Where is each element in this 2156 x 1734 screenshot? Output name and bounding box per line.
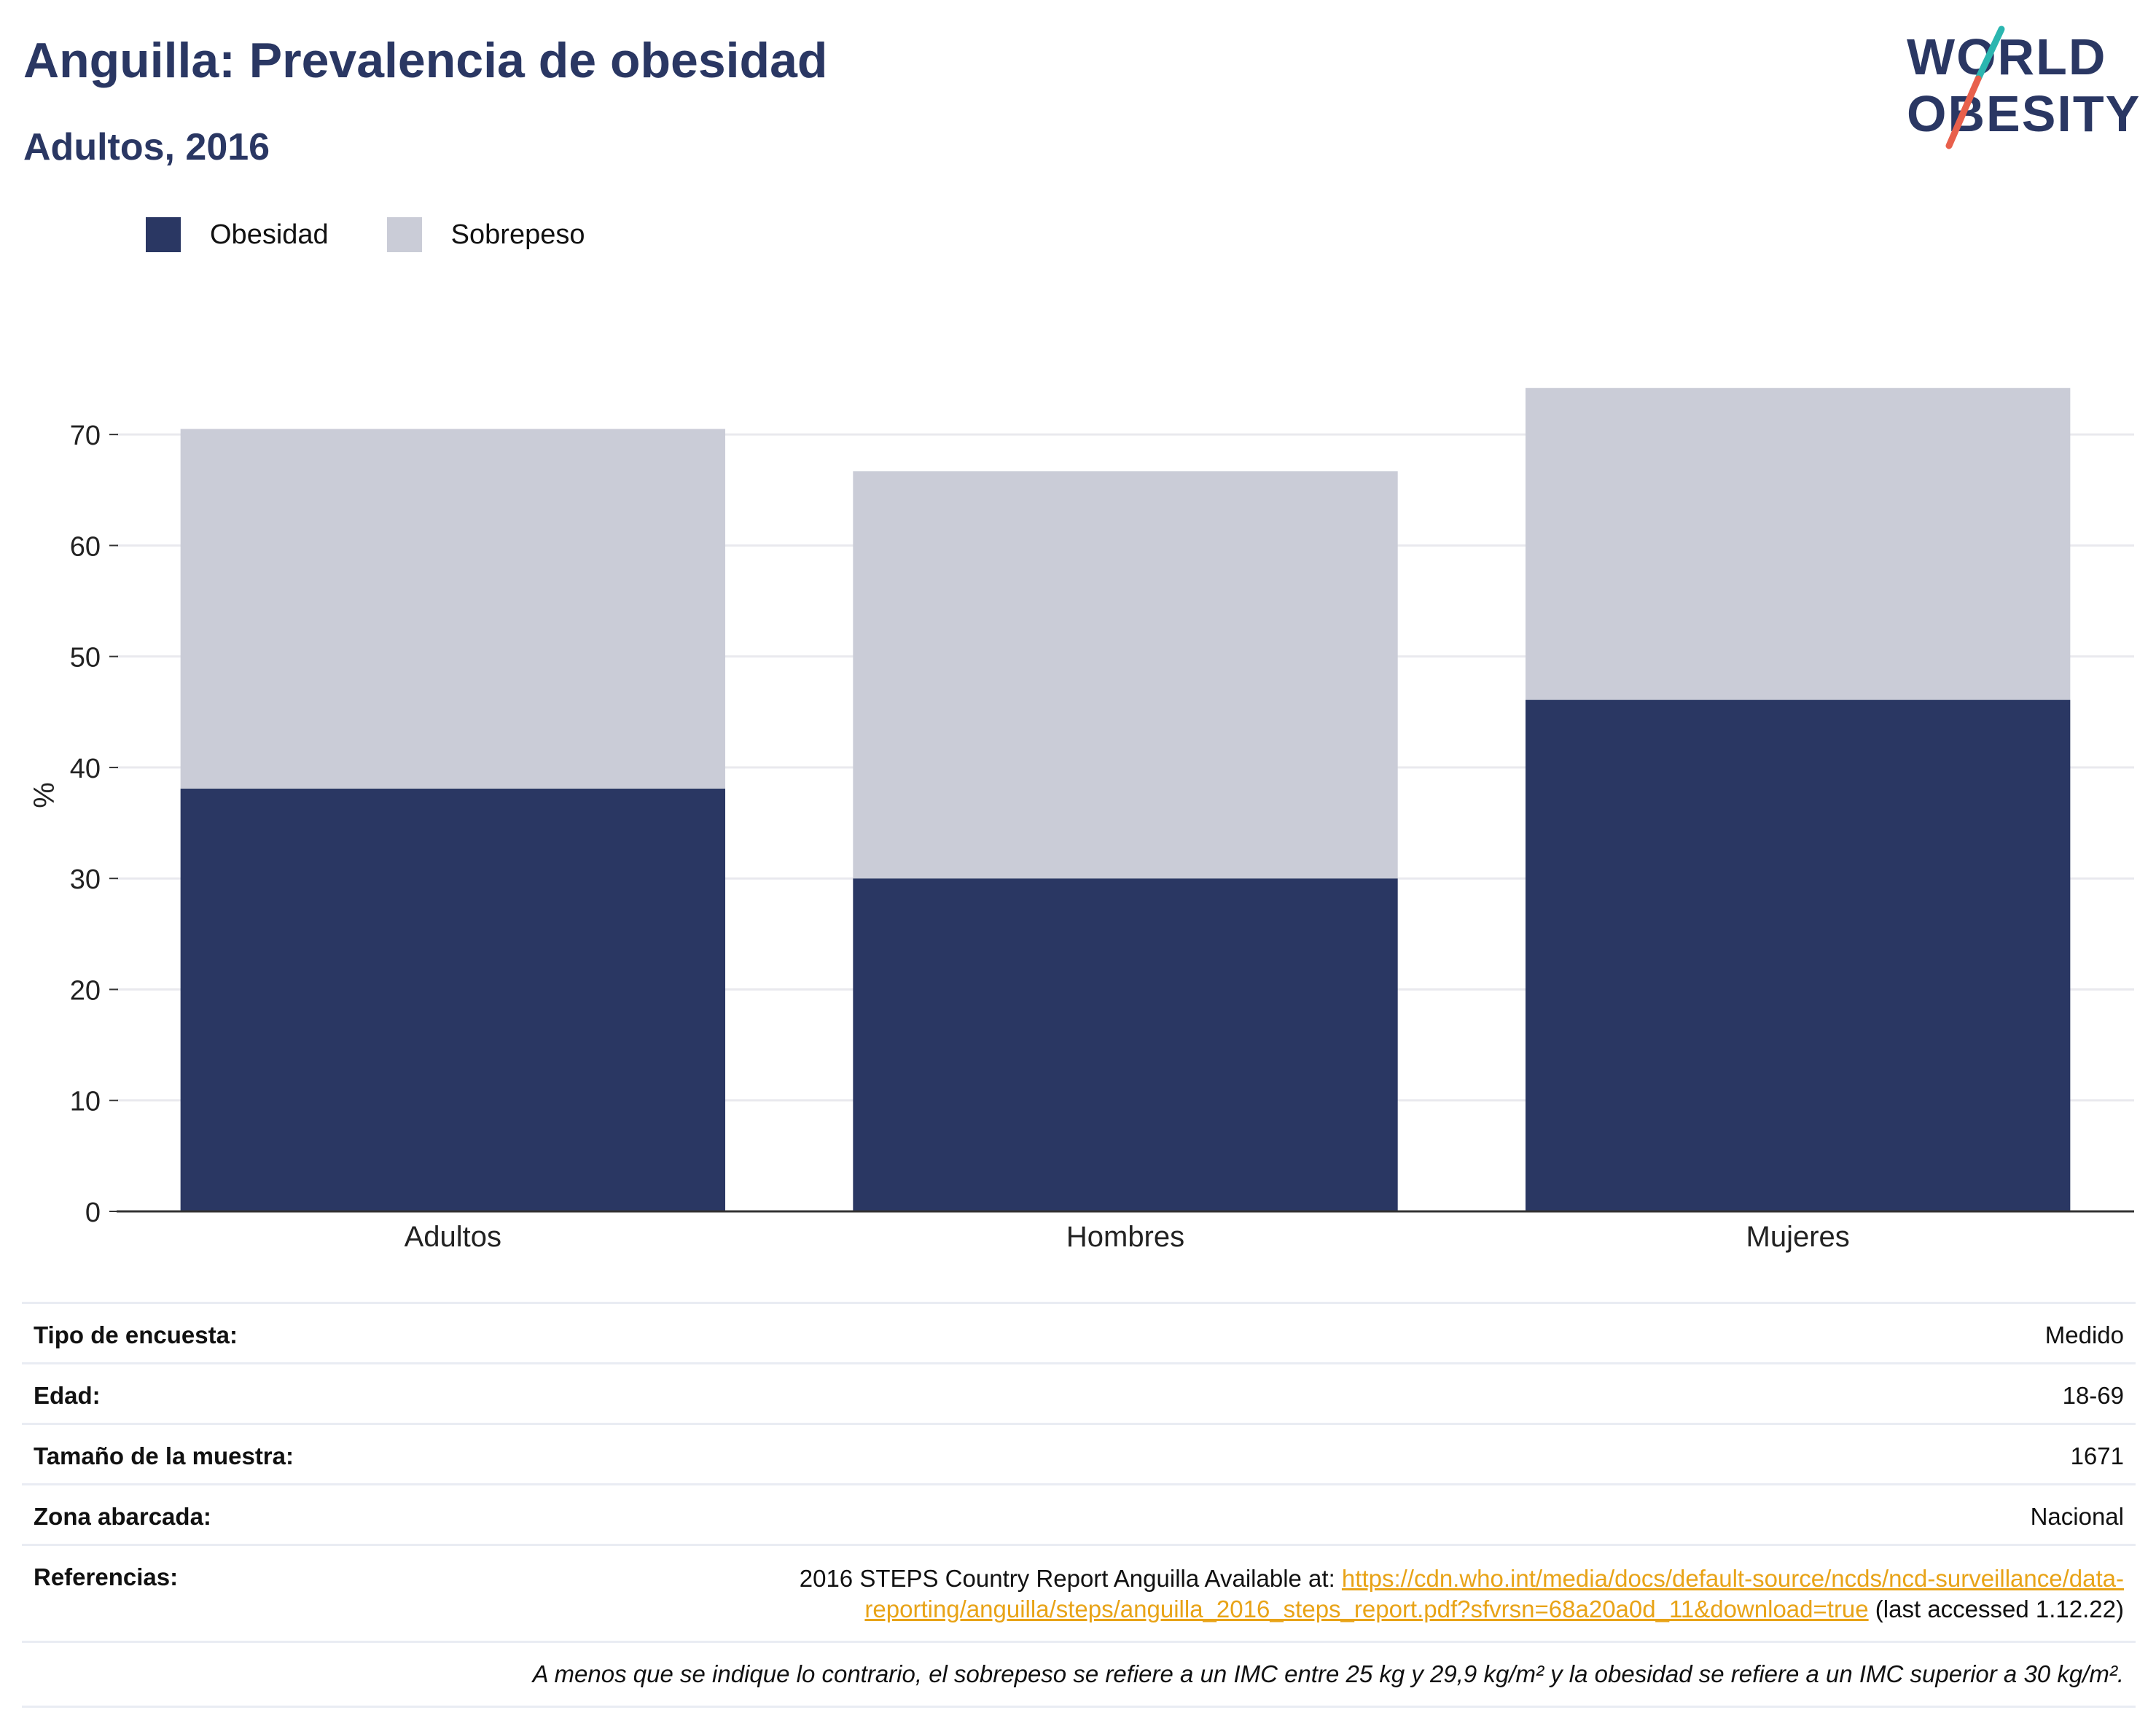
chart-legend: Obesidad Sobrepeso [146, 217, 643, 252]
legend-swatch-obesidad [146, 217, 181, 252]
y-tick-label: 0 [85, 1198, 101, 1228]
y-tick-label: 70 [70, 421, 101, 451]
y-tick-label: 10 [70, 1087, 101, 1117]
x-tick-label: Mujeres [1746, 1221, 1850, 1253]
info-row-area: Zona abarcada: Nacional [22, 1483, 2136, 1544]
y-tick-label: 30 [70, 864, 101, 895]
legend-item-sobrepeso: Sobrepeso [386, 217, 585, 252]
logo-line1: WORLD [1907, 28, 2106, 85]
y-tick-label: 50 [70, 643, 101, 673]
y-axis-label: % [28, 782, 60, 808]
references-label: Referencias: [34, 1563, 179, 1590]
bar-sobrepeso-hombres [853, 471, 1398, 879]
chart-title: Anguilla: Prevalencia de obesidad [23, 33, 828, 88]
sample-size-label: Tamaño de la muestra: [34, 1442, 294, 1469]
bar-obesidad-hombres [853, 878, 1398, 1211]
x-tick-label: Adultos [405, 1221, 501, 1253]
area-value: Nacional [2030, 1503, 2124, 1530]
info-row-sample-size: Tamaño de la muestra: 1671 [22, 1423, 2136, 1483]
age-label: Edad: [34, 1382, 101, 1409]
bar-sobrepeso-mujeres [1525, 388, 2071, 700]
info-row-references: Referencias: 2016 STEPS Country Report A… [22, 1544, 2136, 1641]
x-tick-label: Hombres [1066, 1221, 1184, 1253]
references-value: 2016 STEPS Country Report Anguilla Avail… [800, 1563, 2124, 1625]
info-row-survey-type: Tipo de encuesta: Medido [22, 1302, 2136, 1362]
y-tick-label: 20 [70, 975, 101, 1006]
references-link-line1[interactable]: https://cdn.who.int/media/docs/default-s… [1341, 1565, 2124, 1592]
survey-type-label: Tipo de encuesta: [34, 1321, 238, 1348]
bar-obesidad-adultos [180, 788, 726, 1211]
stacked-bar-chart: 0 10 20 30 40 50 60 70% Adultos Hombres Mujeres [28, 388, 2134, 1253]
y-tick-label: 60 [70, 531, 101, 562]
age-value: 18-69 [2062, 1382, 2124, 1409]
legend-item-obesidad: Obesidad [146, 217, 329, 252]
logo-slash-bottom [1945, 75, 1982, 149]
references-text: 2016 STEPS Country Report Anguilla Avail… [799, 1565, 1342, 1592]
chart-subtitle: Adultos, 2016 [23, 126, 270, 168]
logo-line2: OBESITY [1907, 85, 2141, 142]
area-label: Zona abarcada: [34, 1503, 211, 1530]
logo-slash-top [1975, 26, 2005, 82]
references-accessed: (last accessed 1.12.22) [1868, 1596, 2124, 1622]
legend-label-sobrepeso: Sobrepeso [450, 219, 585, 250]
legend-label-obesidad: Obesidad [210, 219, 329, 250]
info-row-age: Edad: 18-69 [22, 1362, 2136, 1423]
legend-swatch-sobrepeso [386, 217, 422, 252]
bar-obesidad-mujeres [1525, 700, 2071, 1211]
survey-type-value: Medido [2044, 1321, 2124, 1348]
survey-info-table: Tipo de encuesta: Medido Edad: 18-69 Tam… [22, 1302, 2136, 1708]
references-link-line2[interactable]: reporting/anguilla/steps/anguilla_2016_s… [864, 1596, 1869, 1622]
world-obesity-logo: WORLD OBESITY [1907, 26, 2141, 149]
y-tick-label: 40 [70, 754, 101, 784]
footnote: A menos que se indique lo contrario, el … [22, 1641, 2136, 1708]
bar-sobrepeso-adultos [180, 429, 726, 789]
sample-size-value: 1671 [2070, 1442, 2124, 1469]
